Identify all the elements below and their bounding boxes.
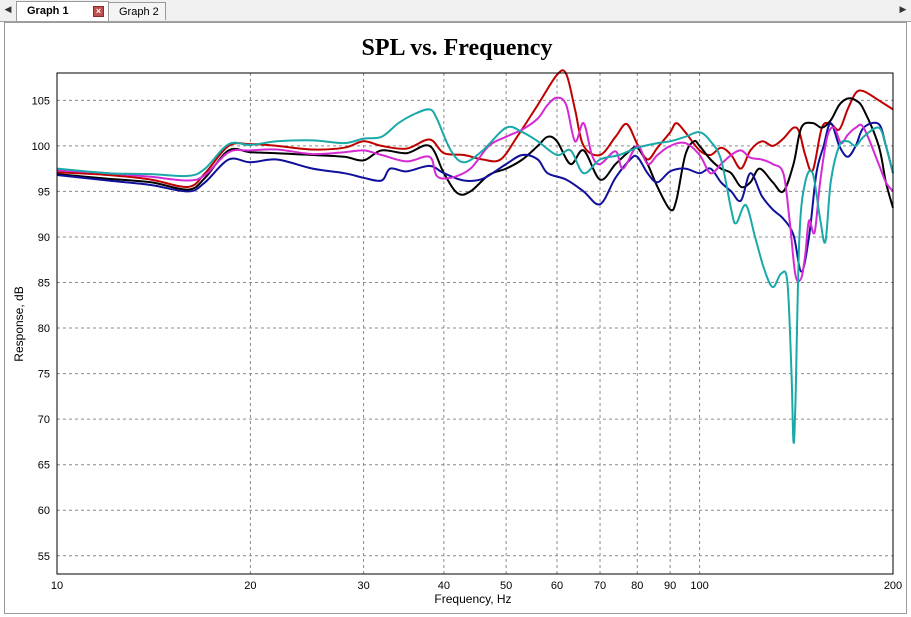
x-tick-label-9: 100 (690, 580, 708, 592)
series-line-0 (56, 69, 894, 188)
tab-graph-2[interactable]: Graph 2 (108, 2, 166, 20)
x-tick-label-7: 80 (631, 580, 643, 592)
grid-lines (56, 73, 894, 574)
x-tick-label-8: 90 (664, 580, 676, 592)
x-tick-label-4: 50 (500, 580, 512, 592)
x-axis-label: Frequency, Hz (434, 592, 511, 606)
x-tick-labels: 10 20 30 40 50 60 70 80 90 100 200 (51, 580, 902, 592)
tab-bar: ◀ Graph 1 × Graph 2 ▶ (0, 0, 911, 22)
x-tick-label-5: 60 (551, 580, 563, 592)
chevron-right-icon[interactable]: ▶ (899, 5, 907, 15)
x-tick-label-1: 20 (244, 580, 256, 592)
x-tick-label-0: 10 (51, 580, 63, 592)
y-tick-label-1: 60 (38, 505, 50, 517)
chevron-left-icon[interactable]: ◀ (4, 5, 12, 15)
y-tick-label-6: 85 (38, 278, 50, 290)
y-tick-label-10: 105 (32, 95, 50, 107)
plot-area (56, 72, 894, 575)
series-line-4 (56, 108, 894, 444)
close-icon[interactable]: × (93, 6, 104, 17)
y-tick-label-7: 90 (38, 232, 50, 244)
x-tick-label-3: 40 (438, 580, 450, 592)
series-line-3 (56, 96, 894, 283)
y-tick-label-5: 80 (38, 323, 50, 335)
graph-frame (4, 22, 907, 614)
tab-graph-1-label: Graph 1 (27, 5, 69, 17)
x-tick-label-2: 30 (357, 580, 369, 592)
y-tick-labels: 55 60 65 70 75 80 85 90 95 100 105 (32, 95, 50, 562)
series-line-1 (56, 97, 894, 212)
y-tick-label-8: 95 (38, 186, 50, 198)
series-line-2 (56, 121, 894, 273)
series-lines (56, 69, 894, 444)
chart-title: SPL vs. Frequency (362, 35, 553, 61)
y-tick-label-4: 75 (38, 369, 50, 381)
y-tick-label-0: 55 (38, 551, 50, 563)
tab-graph-1[interactable]: Graph 1 × (16, 1, 109, 21)
y-tick-label-3: 70 (38, 414, 50, 426)
x-tick-label-10: 200 (884, 580, 902, 592)
tab-graph-2-label: Graph 2 (119, 6, 159, 18)
y-tick-label-2: 65 (38, 460, 50, 472)
y-axis-label: Response, dB (12, 286, 26, 361)
x-tick-label-6: 70 (594, 580, 606, 592)
y-tick-label-9: 100 (32, 141, 50, 153)
